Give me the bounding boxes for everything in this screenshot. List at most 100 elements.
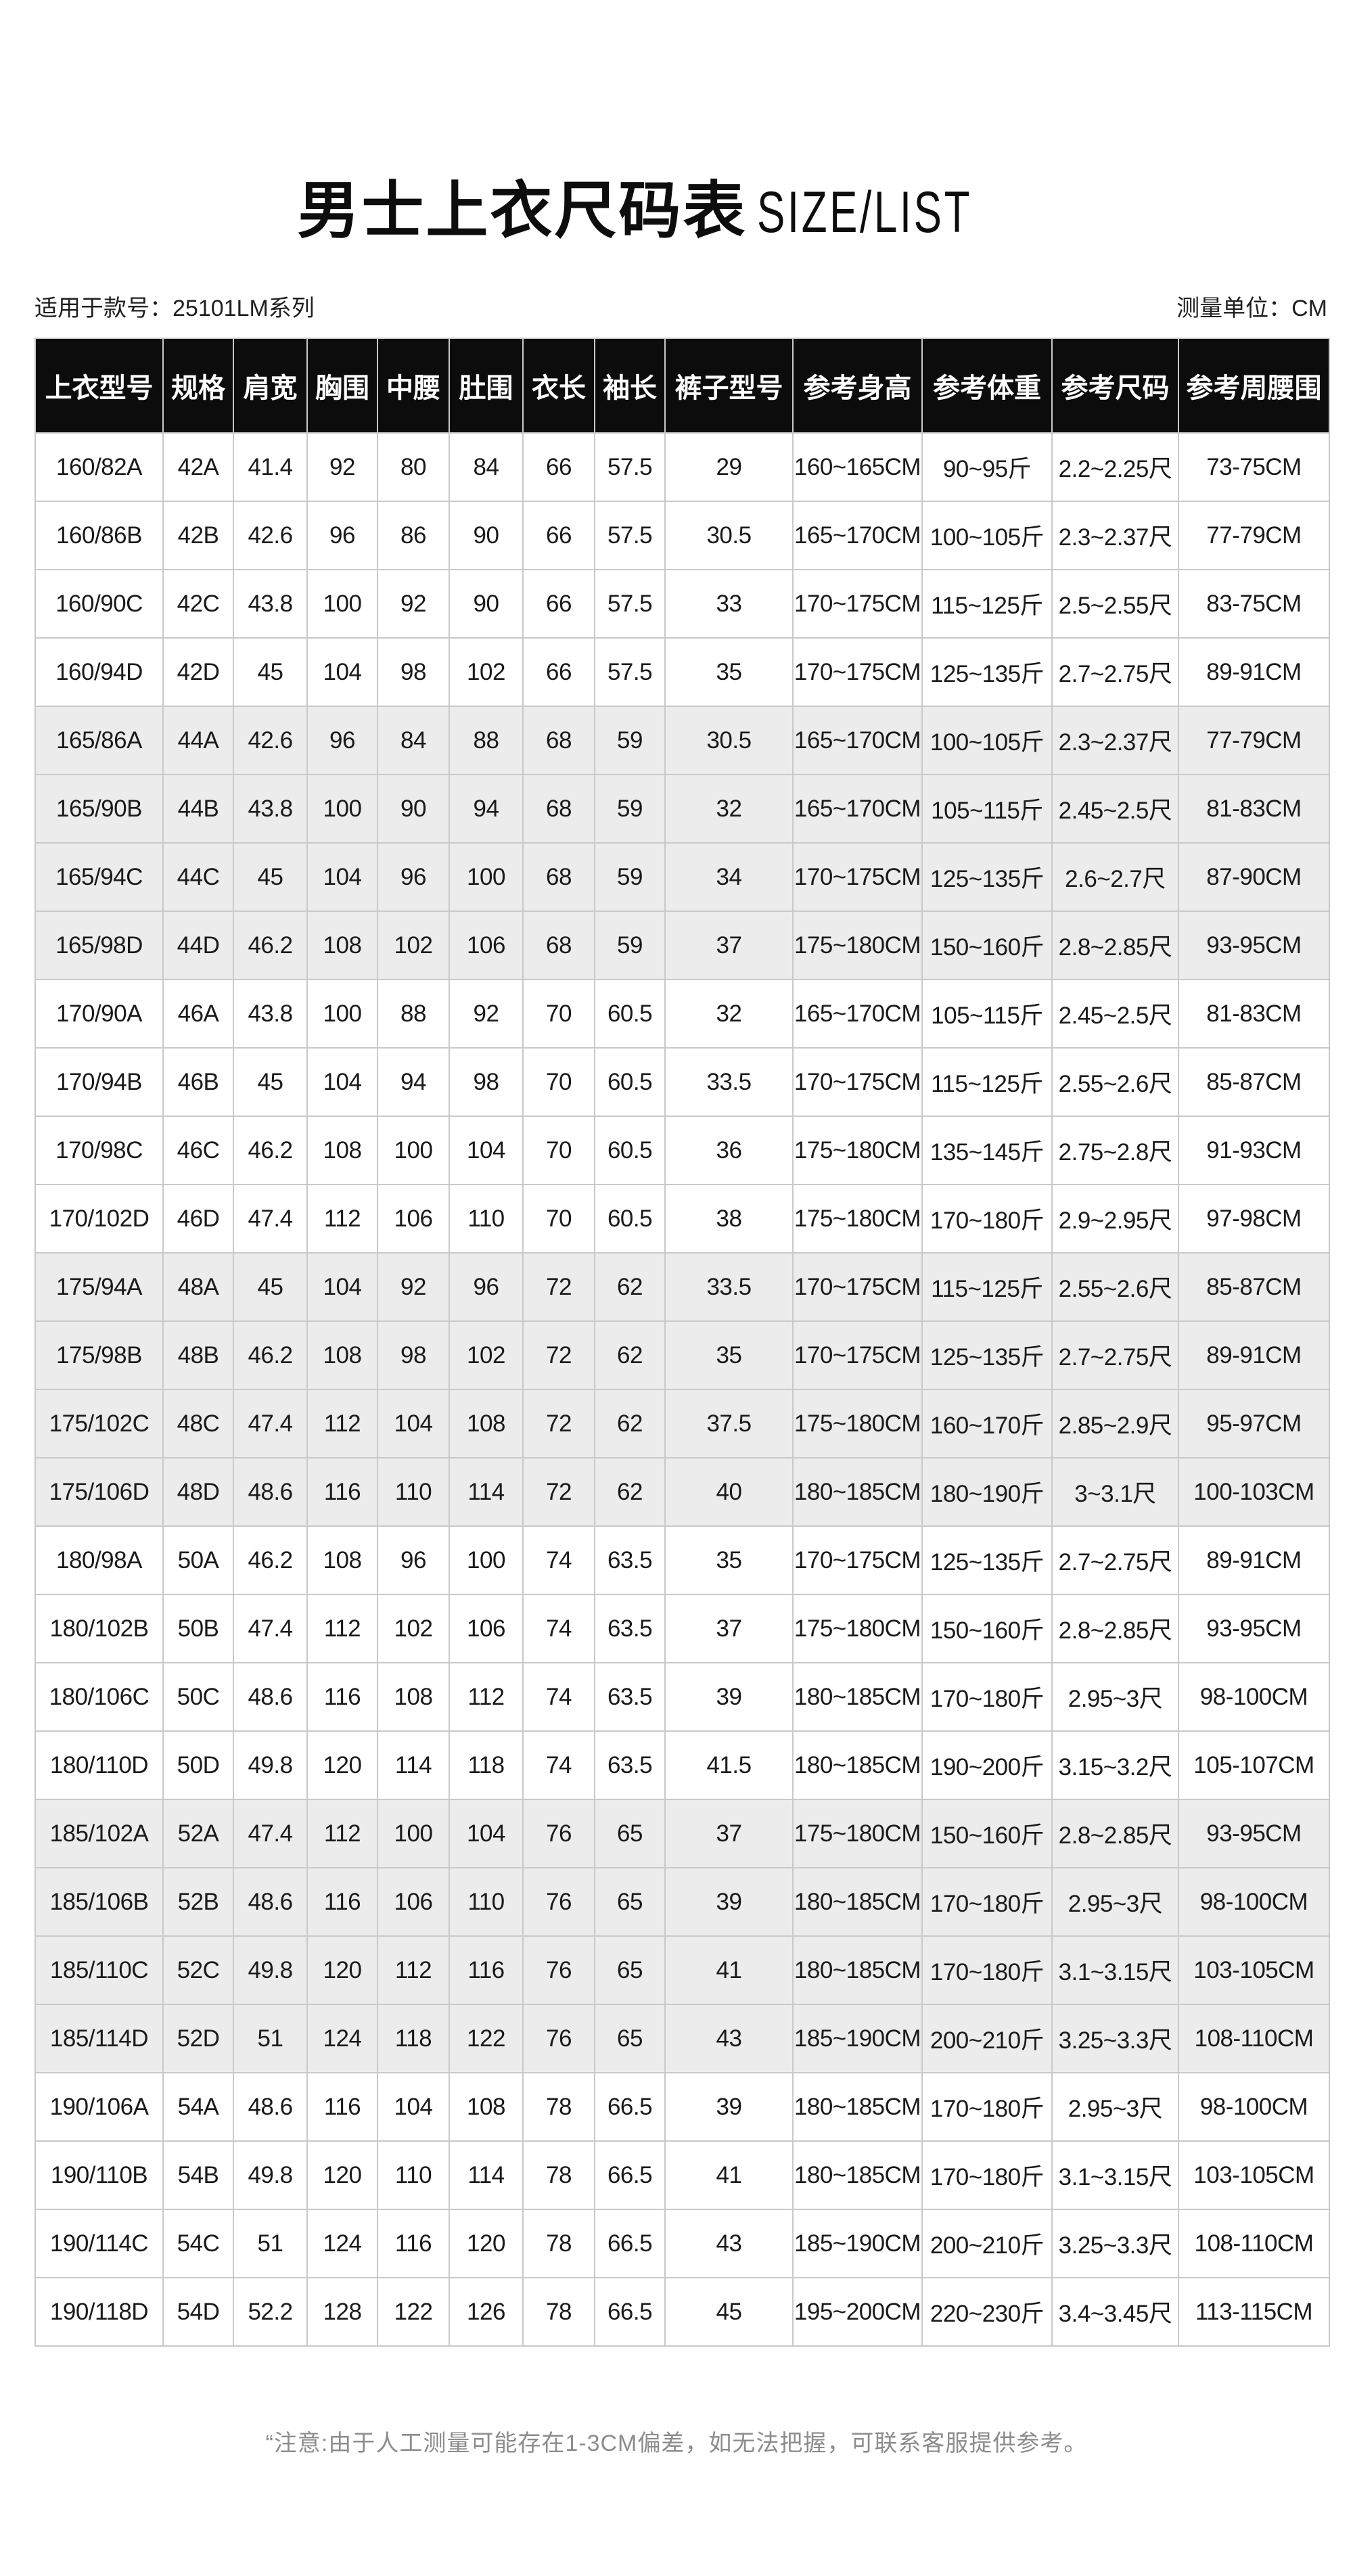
table-cell: 112 xyxy=(306,1184,378,1254)
table-cell: 185/110C xyxy=(35,1935,164,2005)
table-cell: 112 xyxy=(306,1799,378,1868)
table-row: 180/106C 50C 48.6 116 108 112 74 63.5 39 180~185C… xyxy=(35,1662,1330,1732)
table-cell: 90 xyxy=(377,774,450,844)
table-cell: 74 xyxy=(522,1525,595,1595)
table-row: 185/110C 52C 49.8 120 112 116 76 65 41 180~185CM 1… xyxy=(35,1935,1330,2005)
table-cell: 66 xyxy=(522,569,595,639)
table-cell: 50D xyxy=(162,1730,234,1800)
table-row: 170/90A 46A 43.8 100 88 92 70 60.5 32 165~170CM 10… xyxy=(35,979,1330,1049)
table-cell: 135~145斤 xyxy=(921,1116,1053,1185)
table-cell: 50B xyxy=(162,1594,234,1663)
table-cell: 102 xyxy=(449,637,524,707)
table-cell: 3.4~3.45尺 xyxy=(1051,2277,1179,2347)
note-text: “注意:由于人工测量可能存在1-3CM偏差，如无法把握，可联系客服提供参考。 xyxy=(265,2431,1088,2456)
table-cell: 87-90CM xyxy=(1178,842,1330,912)
table-cell: 45 xyxy=(233,1047,308,1117)
table-cell: 65 xyxy=(594,2004,666,2073)
table-cell: 114 xyxy=(449,2140,524,2210)
table-row: 190/118D 54D 52.2 128 122 126 78 66.5 45 195~200C… xyxy=(35,2277,1330,2347)
column-header: 参考体重 xyxy=(921,338,1053,434)
table-cell: 98-100CM xyxy=(1178,1867,1330,1937)
table-cell: 170~180斤 xyxy=(921,1867,1053,1937)
table-cell: 180~185CM xyxy=(792,1662,923,1732)
table-cell: 165~170CM xyxy=(792,706,923,775)
table-cell: 165/86A xyxy=(35,706,164,775)
table-cell: 170/94B xyxy=(35,1047,164,1117)
table-cell: 2.45~2.5尺 xyxy=(1051,979,1179,1049)
table-cell: 44D xyxy=(162,911,234,980)
table-cell: 180~185CM xyxy=(792,2072,923,2142)
table-cell: 48.6 xyxy=(233,2072,308,2142)
table-row: 190/106A 54A 48.6 116 104 108 78 66.5 39 180~185C… xyxy=(35,2072,1330,2142)
table-cell: 60.5 xyxy=(594,1047,666,1117)
table-cell: 47.4 xyxy=(233,1594,308,1663)
table-cell: 2.8~2.85尺 xyxy=(1051,1594,1179,1663)
table-cell: 113-115CM xyxy=(1178,2277,1330,2347)
table-cell: 92 xyxy=(377,1252,450,1322)
table-cell: 97-98CM xyxy=(1178,1184,1330,1254)
table-cell: 116 xyxy=(306,2072,378,2142)
table-cell: 48B xyxy=(162,1320,234,1390)
table-cell: 104 xyxy=(377,1389,450,1458)
table-cell: 66 xyxy=(522,432,595,502)
title-chinese: 男士上衣尺码表 xyxy=(297,177,748,246)
column-header: 中腰 xyxy=(377,338,450,434)
table-cell: 40 xyxy=(664,1457,794,1527)
table-cell: 110 xyxy=(449,1184,524,1254)
table-cell: 2.7~2.75尺 xyxy=(1051,1320,1179,1390)
table-cell: 46C xyxy=(162,1116,234,1185)
table-cell: 45 xyxy=(233,842,308,912)
table-row: 160/86B 42B 42.6 96 86 90 66 57.5 30.5 165~170CM 1… xyxy=(35,501,1330,570)
table-cell: 122 xyxy=(377,2277,450,2347)
table-row: 185/106B 52B 48.6 116 106 110 76 65 39 180~185CM 1… xyxy=(35,1867,1330,1937)
table-cell: 165/98D xyxy=(35,911,164,980)
table-cell: 112 xyxy=(377,1935,450,2005)
column-header: 胸围 xyxy=(306,338,378,434)
table-cell: 54D xyxy=(162,2277,234,2347)
table-cell: 106 xyxy=(377,1867,450,1937)
table-cell: 220~230斤 xyxy=(921,2277,1053,2347)
table-cell: 2.85~2.9尺 xyxy=(1051,1389,1179,1458)
table-cell: 91-93CM xyxy=(1178,1116,1330,1185)
table-cell: 180~185CM xyxy=(792,1457,923,1527)
table-cell: 110 xyxy=(377,2140,450,2210)
table-cell: 125~135斤 xyxy=(921,842,1053,912)
table-cell: 105~115斤 xyxy=(921,979,1053,1049)
table-cell: 72 xyxy=(522,1320,595,1390)
table-cell: 76 xyxy=(522,1935,595,2005)
table-cell: 63.5 xyxy=(594,1662,666,1732)
table-cell: 35 xyxy=(664,1525,794,1595)
table-cell: 103-105CM xyxy=(1178,1935,1330,2005)
column-header: 肩宽 xyxy=(233,338,308,434)
table-cell: 46.2 xyxy=(233,1116,308,1185)
table-cell: 96 xyxy=(377,842,450,912)
table-cell: 118 xyxy=(377,2004,450,2073)
table-cell: 77-79CM xyxy=(1178,501,1330,570)
table-cell: 2.95~3尺 xyxy=(1051,1662,1179,1732)
table-cell: 160/94D xyxy=(35,637,164,707)
table-cell: 37 xyxy=(664,1799,794,1868)
table-cell: 170/98C xyxy=(35,1116,164,1185)
table-cell: 59 xyxy=(594,911,666,980)
table-cell: 115~125斤 xyxy=(921,569,1053,639)
table-cell: 170~175CM xyxy=(792,637,923,707)
table-cell: 78 xyxy=(522,2072,595,2142)
table-cell: 42.6 xyxy=(233,501,308,570)
table-cell: 52B xyxy=(162,1867,234,1937)
table-cell: 150~160斤 xyxy=(921,1799,1053,1868)
table-cell: 114 xyxy=(449,1457,524,1527)
table-cell: 104 xyxy=(306,637,378,707)
table-cell: 2.75~2.8尺 xyxy=(1051,1116,1179,1185)
table-cell: 43.8 xyxy=(233,979,308,1049)
table-cell: 108 xyxy=(449,1389,524,1458)
table-cell: 100 xyxy=(449,1525,524,1595)
table-cell: 63.5 xyxy=(594,1730,666,1800)
table-cell: 112 xyxy=(306,1389,378,1458)
table-cell: 116 xyxy=(306,1457,378,1527)
column-header: 上衣型号 xyxy=(35,338,164,434)
table-cell: 124 xyxy=(306,2209,378,2278)
table-cell: 2.95~3尺 xyxy=(1051,1867,1179,1937)
table-cell: 49.8 xyxy=(233,2140,308,2210)
table-cell: 57.5 xyxy=(594,501,666,570)
table-cell: 96 xyxy=(306,706,378,775)
